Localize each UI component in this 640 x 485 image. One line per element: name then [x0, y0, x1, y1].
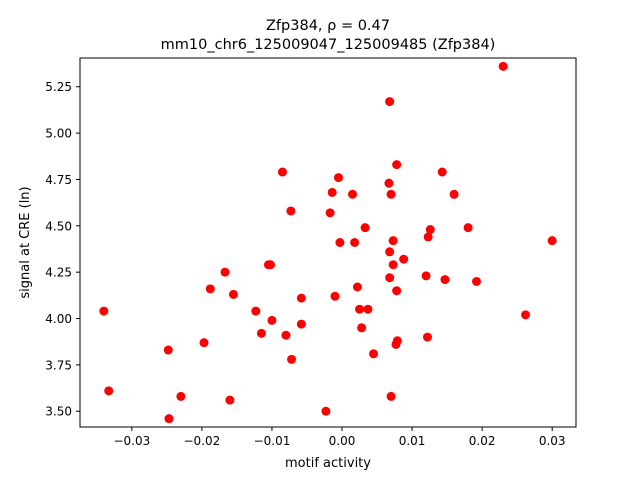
data-point [352, 282, 362, 292]
data-point [440, 275, 450, 285]
data-point [422, 332, 432, 342]
y-tick-label: 5.00 [45, 127, 72, 141]
x-tick-label: −0.03 [113, 434, 150, 448]
chart-title-line-1: Zfp384, ρ = 0.47 [266, 18, 390, 34]
x-axis-label: motif activity [285, 456, 371, 471]
data-point [164, 414, 174, 424]
data-point [385, 273, 395, 283]
data-point [449, 189, 459, 199]
data-point [392, 160, 402, 170]
data-point [384, 178, 394, 188]
data-point [425, 225, 435, 235]
data-point [281, 330, 291, 340]
data-point [350, 238, 360, 247]
data-point [386, 189, 396, 199]
data-point [472, 276, 482, 286]
data-point [228, 289, 238, 299]
data-point [104, 386, 114, 396]
data-point [286, 206, 296, 216]
x-tick-label: −0.01 [254, 434, 291, 448]
data-point [369, 349, 379, 359]
data-point [521, 310, 531, 320]
x-tick-label: 0.03 [539, 434, 566, 448]
data-point [498, 61, 508, 71]
y-tick-label: 3.50 [45, 405, 72, 419]
data-point [334, 173, 344, 183]
data-point [357, 323, 367, 333]
x-tick-label: 0.00 [329, 434, 356, 448]
data-point [256, 328, 266, 338]
data-point [386, 391, 396, 401]
y-axis-label: signal at CRE (ln) [18, 186, 33, 298]
x-tick-label: −0.02 [184, 434, 221, 448]
x-tick-label: 0.02 [469, 434, 496, 448]
data-point [296, 293, 306, 303]
data-point [163, 345, 173, 355]
y-tick-label: 3.75 [45, 358, 72, 372]
chart-title-line-2: mm10_chr6_125009047_125009485 (Zfp384) [161, 37, 496, 53]
data-point [399, 254, 409, 264]
data-point [251, 306, 261, 316]
data-point [392, 286, 402, 296]
data-point [363, 304, 373, 314]
data-point [176, 391, 186, 401]
data-point [388, 236, 398, 246]
data-point [547, 236, 557, 246]
data-point [423, 232, 433, 242]
data-point [99, 306, 109, 316]
data-point [335, 238, 345, 247]
y-tick-label: 4.75 [45, 173, 72, 187]
y-tick-label: 5.25 [45, 80, 72, 94]
data-point [321, 406, 331, 416]
data-point [327, 187, 337, 197]
data-point [421, 271, 431, 281]
data-point [199, 338, 209, 348]
data-point [267, 315, 277, 325]
data-point [385, 97, 395, 107]
data-point [277, 167, 287, 177]
data-point [287, 354, 297, 364]
data-point [348, 189, 358, 199]
data-point [330, 291, 340, 301]
data-point [225, 395, 235, 405]
data-point [325, 208, 335, 218]
data-point [385, 247, 395, 257]
plot-area-frame [79, 57, 577, 428]
data-point [296, 319, 306, 329]
data-points-group [99, 61, 557, 424]
data-point [205, 284, 215, 294]
data-point [355, 304, 365, 314]
data-point [437, 167, 447, 177]
axis-ticks-group: −0.03 −0.02 −0.01 0.00 0.01 0.02 0.03 3.50 3.75 4… [45, 80, 565, 448]
data-point [463, 223, 473, 233]
data-point [220, 267, 230, 277]
y-tick-label: 4.50 [45, 219, 72, 233]
data-point [266, 260, 276, 270]
y-tick-label: 4.25 [45, 266, 72, 280]
y-tick-label: 4.00 [45, 312, 72, 326]
data-point [388, 260, 398, 270]
x-tick-label: 0.01 [399, 434, 426, 448]
data-point [360, 223, 370, 233]
data-point [392, 336, 402, 346]
